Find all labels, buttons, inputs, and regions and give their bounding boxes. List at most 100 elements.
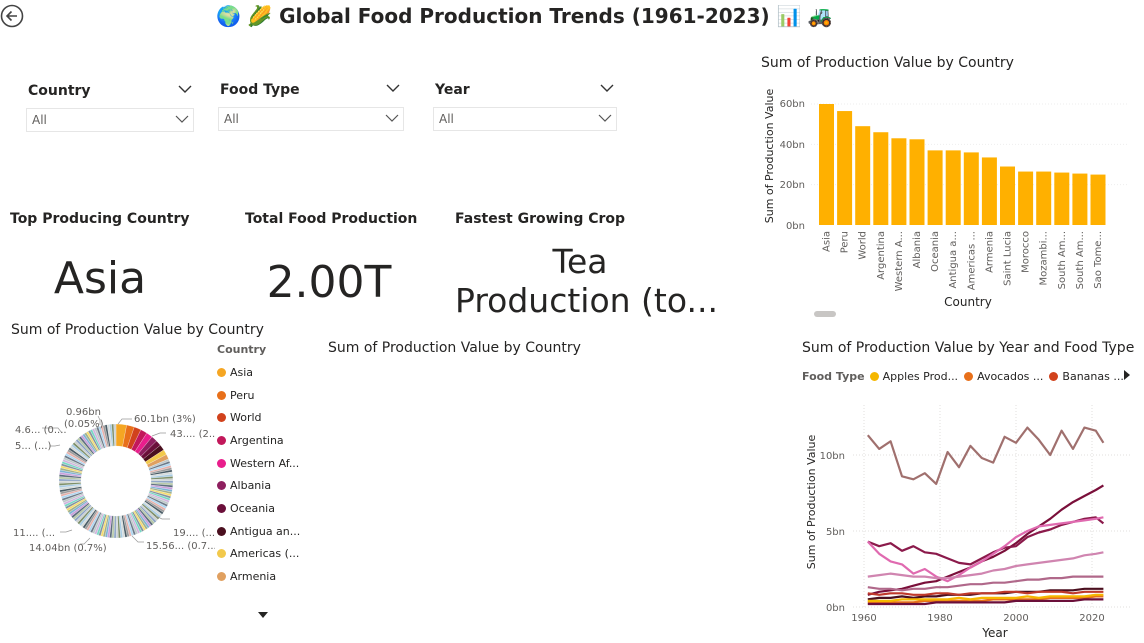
line-legend-title: Food Type bbox=[802, 369, 865, 383]
legend-label: Peru bbox=[230, 388, 255, 402]
donut-legend-item[interactable]: Albania bbox=[217, 474, 312, 497]
donut-data-label: 4.6... (0.... bbox=[15, 425, 67, 436]
slicer-food-type-value: All bbox=[224, 112, 239, 126]
bar[interactable] bbox=[945, 150, 961, 225]
bar-x-tick-label: Western A... bbox=[894, 231, 905, 291]
line-series[interactable] bbox=[867, 484, 1104, 596]
card-label: Total Food Production bbox=[245, 211, 418, 227]
donut-leader-lines bbox=[42, 415, 170, 545]
bar[interactable] bbox=[981, 157, 997, 225]
bar[interactable] bbox=[1090, 174, 1106, 225]
bar-x-tick-label: Argentina bbox=[876, 231, 887, 280]
bar[interactable] bbox=[891, 138, 907, 225]
line-series[interactable] bbox=[867, 516, 1105, 566]
line-x-tick-label: 1980 bbox=[927, 613, 952, 624]
slicer-year-dropdown[interactable]: All bbox=[433, 107, 617, 131]
slicer-country-dropdown[interactable]: All bbox=[26, 108, 194, 132]
donut-legend-item[interactable]: World bbox=[217, 406, 312, 429]
legend-label: World bbox=[230, 411, 262, 425]
bar[interactable] bbox=[819, 104, 834, 225]
bar[interactable] bbox=[1018, 171, 1034, 225]
legend-dot bbox=[217, 390, 226, 400]
line-series-group bbox=[866, 426, 1105, 606]
donut-legend-item[interactable]: Asia bbox=[217, 361, 312, 384]
card-top-producing-country: Top Producing Country Asia bbox=[10, 205, 190, 315]
legend-dot bbox=[217, 549, 226, 559]
line-series[interactable] bbox=[867, 590, 1104, 596]
bar-y-tick-label: 40bn bbox=[780, 140, 805, 151]
legend-dot bbox=[217, 413, 226, 423]
bar-x-tick-label: Oceania bbox=[930, 231, 941, 272]
chevron-down-icon bbox=[598, 114, 612, 122]
back-arrow-icon[interactable] bbox=[0, 4, 24, 28]
bar[interactable] bbox=[927, 150, 943, 225]
donut-data-label: 11.... (... bbox=[13, 528, 55, 539]
bar[interactable] bbox=[855, 126, 871, 225]
donut-legend-item[interactable]: Armenia bbox=[217, 565, 312, 588]
donut-legend-item[interactable]: Oceania bbox=[217, 497, 312, 520]
bar-x-tick-label: Americas ... bbox=[966, 231, 977, 290]
chevron-down-icon bbox=[385, 114, 399, 122]
bar-x-axis: Asia Peru World Argentina Western A... Albani… bbox=[822, 231, 1105, 291]
legend-next-icon[interactable] bbox=[1124, 370, 1131, 380]
bar[interactable] bbox=[1036, 171, 1052, 225]
slicer-food-type: Food Type All bbox=[218, 80, 404, 135]
bar-x-tick-label: World bbox=[858, 231, 869, 260]
line-series[interactable] bbox=[867, 551, 1104, 580]
line-series[interactable] bbox=[866, 426, 1105, 486]
slicer-food-type-label: Food Type bbox=[220, 82, 300, 98]
bar-series bbox=[819, 104, 1106, 225]
bar-y-axis-title: Sum of Production Value bbox=[763, 89, 776, 224]
line-chart: Sum of Production Value 0bn 5bn 10bn 196… bbox=[805, 405, 1130, 640]
donut-legend-item[interactable]: Antigua an... bbox=[217, 520, 312, 543]
bar[interactable] bbox=[1054, 172, 1070, 225]
line-x-tick-label: 1960 bbox=[851, 613, 876, 624]
chevron-down-icon[interactable] bbox=[178, 84, 192, 94]
line-series[interactable] bbox=[866, 516, 1104, 583]
line-legend-item: Bananas ... bbox=[1062, 369, 1124, 383]
legend-label: Americas (... bbox=[230, 547, 300, 561]
bar-x-tick-label: Peru bbox=[840, 231, 851, 253]
card-fastest-growing-crop: Fastest Growing Crop Tea Production (to.… bbox=[455, 205, 718, 325]
card-value-line2: Production (to... bbox=[455, 281, 718, 320]
bar[interactable] bbox=[1072, 173, 1088, 225]
card-value: Asia bbox=[53, 253, 147, 304]
bar-x-tick-label: Antigua a... bbox=[948, 231, 959, 289]
bar[interactable] bbox=[837, 111, 853, 225]
legend-dot bbox=[217, 458, 226, 468]
slicer-food-type-dropdown[interactable]: All bbox=[218, 107, 404, 131]
legend-dot bbox=[217, 503, 226, 513]
legend-label: Asia bbox=[230, 365, 254, 379]
chevron-down-icon[interactable] bbox=[386, 83, 400, 93]
bar-x-tick-label: Saint Lucia bbox=[1003, 231, 1014, 286]
bar[interactable] bbox=[1000, 166, 1015, 225]
line-y-tick-label: 5bn bbox=[826, 527, 845, 538]
line-y-axis: 0bn 5bn 10bn bbox=[820, 451, 845, 614]
chevron-down-icon[interactable] bbox=[600, 83, 614, 93]
bar[interactable] bbox=[873, 132, 889, 225]
donut-legend-item[interactable]: Argentina bbox=[217, 429, 312, 452]
legend-scroll-down-icon[interactable] bbox=[258, 612, 268, 620]
bar[interactable] bbox=[909, 139, 925, 225]
line-series[interactable] bbox=[867, 595, 1104, 604]
bar[interactable] bbox=[963, 152, 979, 225]
donut-data-label: 19.... (... bbox=[173, 528, 215, 539]
line-series[interactable] bbox=[867, 598, 1104, 606]
page-title-text: Global Food Production Trends (1961-2023… bbox=[279, 4, 770, 28]
line-x-tick-label: 2020 bbox=[1079, 613, 1104, 624]
legend-dot bbox=[869, 371, 879, 381]
slicer-country-label: Country bbox=[28, 83, 91, 99]
donut-data-label: 15.56... (0.7... bbox=[146, 541, 215, 552]
donut-slice[interactable] bbox=[113, 423, 117, 447]
legend-dot bbox=[217, 367, 226, 377]
slicer-country: Country All bbox=[26, 80, 194, 135]
legend-dot bbox=[217, 435, 226, 445]
donut-legend-item[interactable]: Western Af... bbox=[217, 452, 312, 475]
bar-x-tick-label: Albania bbox=[912, 231, 923, 268]
line-series[interactable] bbox=[867, 575, 1104, 592]
donut-legend-item[interactable]: Peru bbox=[217, 384, 312, 407]
slicer-year-value: All bbox=[439, 112, 454, 126]
bar-chart-scrollbar[interactable] bbox=[814, 311, 836, 317]
donut-legend-item[interactable]: Americas (... bbox=[217, 543, 312, 566]
line-series[interactable] bbox=[867, 593, 1104, 602]
